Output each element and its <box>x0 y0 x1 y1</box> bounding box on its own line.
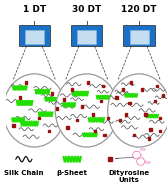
Bar <box>87 81 89 84</box>
Bar <box>71 25 102 46</box>
Bar <box>130 81 132 84</box>
Bar <box>108 157 112 161</box>
Bar <box>125 113 127 115</box>
Bar <box>12 124 14 127</box>
Text: Dityrosine
Units: Dityrosine Units <box>108 170 149 183</box>
Circle shape <box>3 74 66 147</box>
Bar <box>128 102 131 104</box>
Bar <box>148 137 150 140</box>
Text: OH: OH <box>140 148 146 152</box>
Text: β-Sheet: β-Sheet <box>57 170 88 176</box>
Bar <box>19 25 50 46</box>
Bar <box>77 29 96 44</box>
Bar <box>156 85 158 87</box>
Bar <box>115 96 118 99</box>
Bar <box>159 130 161 132</box>
Bar <box>94 130 96 132</box>
Bar <box>19 96 21 99</box>
Circle shape <box>108 74 168 147</box>
Bar <box>141 88 143 91</box>
Text: 120 DT: 120 DT <box>121 5 157 14</box>
Circle shape <box>55 74 118 147</box>
Bar <box>149 128 152 131</box>
Bar <box>56 107 58 110</box>
Bar <box>123 25 155 46</box>
Text: Silk Chain: Silk Chain <box>4 170 44 176</box>
Bar <box>25 81 27 84</box>
Bar <box>159 117 161 119</box>
Bar <box>100 100 102 102</box>
Bar <box>38 117 40 119</box>
Bar <box>25 29 44 44</box>
Bar <box>48 130 50 132</box>
Bar <box>92 113 94 115</box>
Bar <box>144 113 147 115</box>
Text: OH: OH <box>145 161 152 165</box>
Bar <box>71 88 73 91</box>
Bar <box>122 88 124 91</box>
Bar <box>154 100 156 102</box>
Bar <box>76 119 78 121</box>
Bar <box>66 126 69 129</box>
Bar <box>130 29 149 44</box>
Bar <box>107 117 109 119</box>
Text: 1 DT: 1 DT <box>23 5 46 14</box>
Bar <box>81 105 83 108</box>
Bar <box>119 119 121 121</box>
Bar <box>133 133 135 136</box>
Bar <box>162 94 164 97</box>
Text: –: – <box>114 154 118 163</box>
Bar <box>103 133 106 136</box>
Bar <box>63 98 65 101</box>
Bar <box>102 85 104 87</box>
Text: 30 DT: 30 DT <box>72 5 101 14</box>
Bar <box>51 92 53 95</box>
